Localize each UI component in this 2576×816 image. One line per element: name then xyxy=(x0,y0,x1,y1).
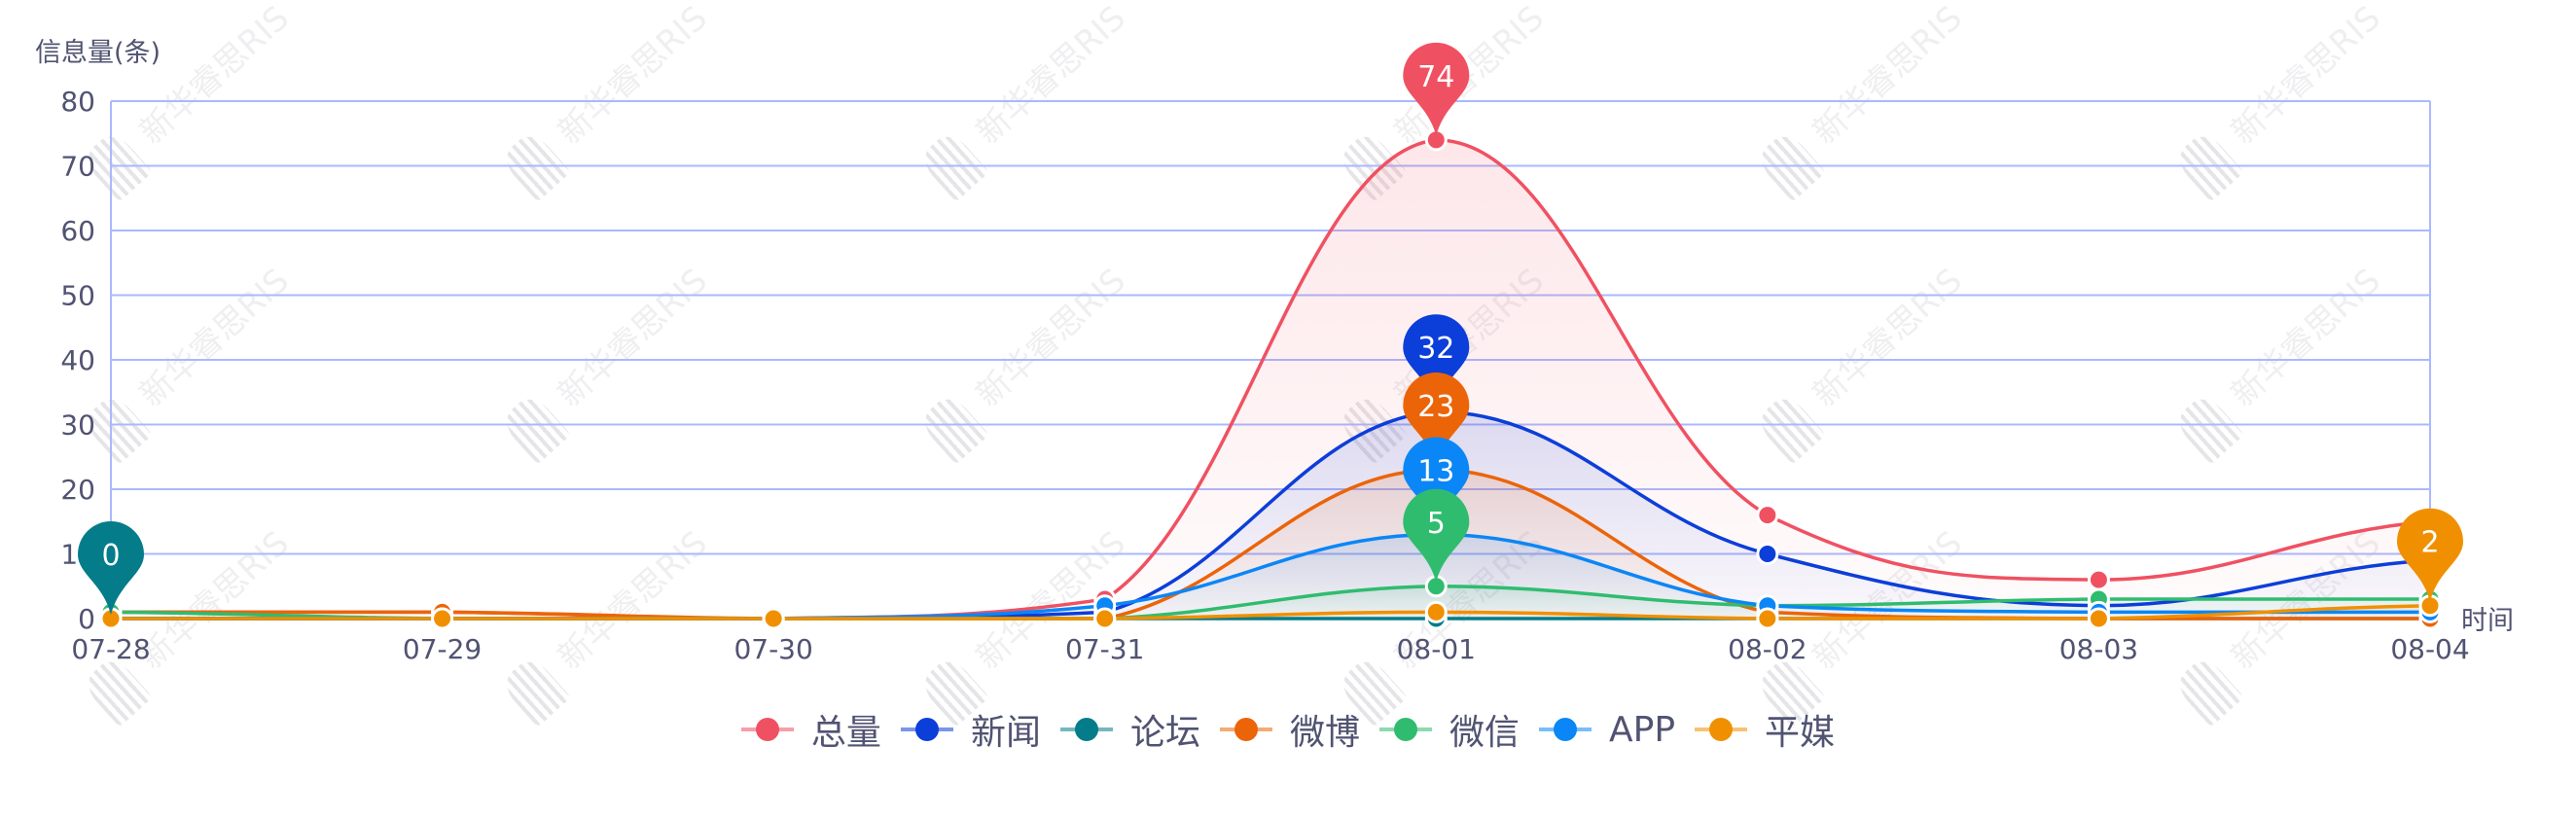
y-axis-ticks: 01020304050607080 xyxy=(60,86,95,635)
legend-label: 微博 xyxy=(1289,713,1360,753)
legend-item-5[interactable]: APP xyxy=(1539,710,1675,750)
legend-label: 论坛 xyxy=(1129,713,1200,753)
data-point[interactable] xyxy=(762,607,785,630)
legend-line-dot-icon xyxy=(900,717,953,742)
legend-label: 微信 xyxy=(1449,713,1520,753)
y-tick-label: 20 xyxy=(60,474,95,506)
legend-line-dot-icon xyxy=(1378,717,1432,742)
max-pin-label: 13 xyxy=(1417,455,1454,489)
x-tick-label: 08-04 xyxy=(2390,633,2469,665)
legend-line-dot-icon xyxy=(1219,717,1272,742)
data-point[interactable] xyxy=(1424,600,1448,623)
y-tick-label: 70 xyxy=(60,151,95,183)
max-pin: 23 xyxy=(1403,373,1470,467)
legend-line-dot-icon xyxy=(1059,717,1113,742)
max-value-pins: 74 32 23 13 5 0 2 xyxy=(78,42,2463,615)
series-area xyxy=(111,470,2430,619)
data-point[interactable] xyxy=(1756,607,1779,630)
x-tick-label: 08-01 xyxy=(1397,633,1476,665)
legend-item-2[interactable]: 论坛 xyxy=(1059,704,1200,755)
series-line[interactable] xyxy=(111,603,2431,621)
x-tick-label: 07-28 xyxy=(71,633,150,665)
max-pin-label: 32 xyxy=(1417,332,1454,366)
y-tick-label: 80 xyxy=(60,86,95,118)
legend-item-0[interactable]: 总量 xyxy=(740,704,881,755)
x-tick-label: 07-30 xyxy=(733,633,812,665)
max-pin-label: 74 xyxy=(1417,60,1454,94)
max-pin: 0 xyxy=(78,520,144,615)
data-point[interactable] xyxy=(1756,543,1779,565)
data-point[interactable] xyxy=(2087,607,2110,630)
series-area xyxy=(111,139,2430,619)
y-tick-label: 0 xyxy=(78,603,95,635)
legend-label: APP xyxy=(1609,709,1676,750)
x-axis-ticks: 07-28 07-29 07-30 07-31 08-01 08-02 08-03 08-04 xyxy=(71,633,2469,665)
x-tick-label: 08-02 xyxy=(1728,633,1807,665)
legend-line-dot-icon xyxy=(740,717,794,742)
y-tick-label: 40 xyxy=(60,344,95,376)
legend-label: 新闻 xyxy=(970,713,1041,753)
data-point[interactable] xyxy=(431,607,454,630)
data-point[interactable] xyxy=(1756,504,1779,527)
x-tick-label: 07-29 xyxy=(403,633,482,665)
legend-item-6[interactable]: 平媒 xyxy=(1695,704,1835,755)
series-areas xyxy=(111,139,2430,619)
x-tick-label: 07-31 xyxy=(1065,633,1144,665)
max-pin: 32 xyxy=(1403,314,1470,408)
y-tick-label: 30 xyxy=(60,409,95,442)
x-tick-label: 08-03 xyxy=(2059,633,2138,665)
legend-item-4[interactable]: 微信 xyxy=(1378,704,1520,755)
legend-item-3[interactable]: 微博 xyxy=(1219,704,1360,755)
max-pin: 5 xyxy=(1403,488,1470,583)
legend-label: 平媒 xyxy=(1765,713,1836,753)
data-point[interactable] xyxy=(1093,607,1117,630)
y-axis-title: 信息量(条) xyxy=(35,38,161,68)
max-pin-label: 23 xyxy=(1417,390,1454,424)
max-pin-label: 5 xyxy=(1427,507,1446,541)
legend-item-1[interactable]: 新闻 xyxy=(900,704,1041,755)
max-pin: 74 xyxy=(1403,42,1470,136)
x-axis-title: 时间 xyxy=(2461,606,2514,636)
data-point[interactable] xyxy=(2087,568,2110,591)
series-lines xyxy=(110,138,2431,621)
max-pin: 13 xyxy=(1403,437,1470,531)
legend-label: 总量 xyxy=(810,713,881,753)
max-pin-label: 2 xyxy=(2420,526,2439,560)
legend-line-dot-icon xyxy=(1695,717,1748,742)
series-area xyxy=(111,411,2430,619)
series-area xyxy=(111,534,2430,619)
max-pin-label: 0 xyxy=(101,539,120,573)
legend-line-dot-icon xyxy=(1539,717,1592,742)
y-tick-label: 60 xyxy=(60,215,95,247)
max-pin: 2 xyxy=(2397,508,2463,602)
y-tick-label: 50 xyxy=(60,280,95,312)
legend: 总量 新闻 论坛 微博 微信 APP 平媒 xyxy=(0,704,2576,755)
